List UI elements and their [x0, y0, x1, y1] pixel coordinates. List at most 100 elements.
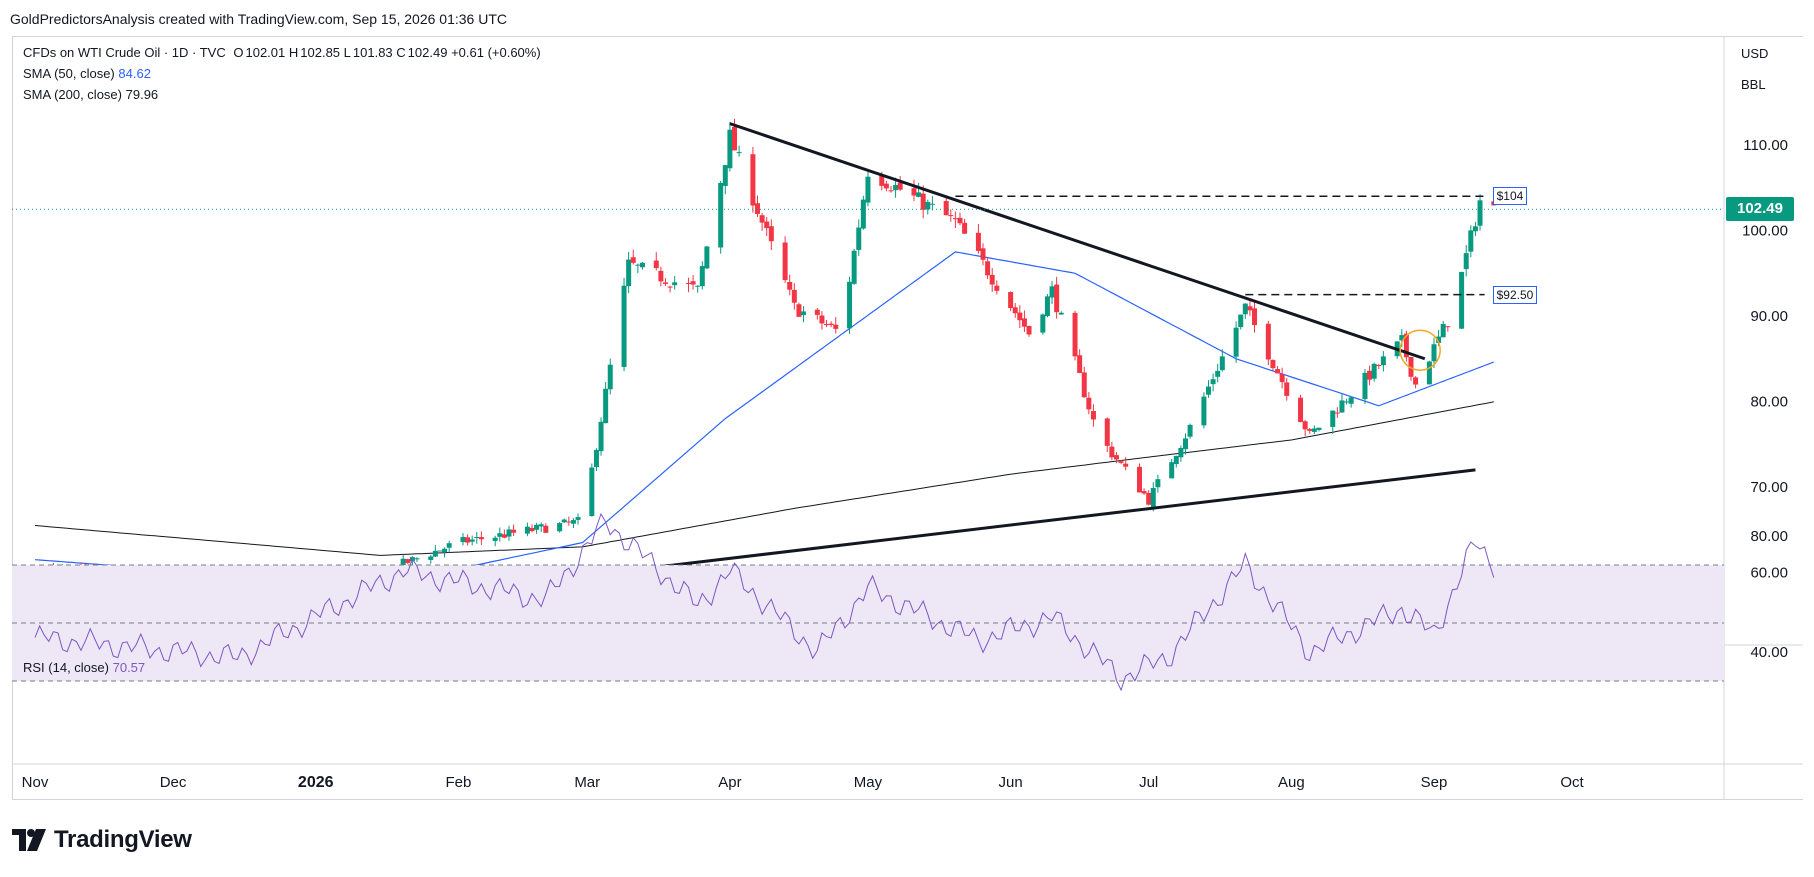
candle-body	[856, 227, 862, 250]
candle-body	[925, 201, 931, 210]
candle-body	[561, 519, 567, 523]
candle-body	[529, 527, 535, 532]
time-axis-label: 2026	[298, 774, 334, 791]
candle-body	[948, 215, 954, 217]
candle-body	[1380, 356, 1386, 366]
legend-low-label: L	[343, 45, 351, 60]
legend-sma50-label: SMA (50, close)	[23, 66, 115, 81]
candle-body	[1408, 356, 1414, 377]
price-axis-label: 80.00	[1750, 394, 1788, 411]
candle-body	[506, 529, 512, 537]
candle-body	[759, 215, 765, 223]
time-axis-label: Sep	[1421, 774, 1448, 791]
legend-close: 102.49	[407, 45, 448, 60]
candle-body	[801, 311, 807, 316]
candle-body	[1104, 418, 1110, 446]
candle-body	[824, 324, 830, 326]
candle-body	[1238, 314, 1244, 328]
candle-body	[1077, 355, 1083, 374]
legend-sma200[interactable]: SMA (200, close) 79.96	[23, 87, 158, 102]
candle-body	[985, 261, 991, 276]
candle-body	[405, 559, 411, 563]
candle-body	[1468, 230, 1474, 252]
candle-body	[667, 286, 673, 288]
price-axis-label: 110.00	[1743, 137, 1788, 154]
time-axis-label: Nov	[22, 774, 49, 791]
price-axis-label: 90.00	[1750, 308, 1788, 325]
candle-body	[722, 165, 728, 186]
candle-body	[1376, 365, 1382, 367]
time-axis-label: Jul	[1139, 774, 1158, 791]
candle-body	[814, 309, 820, 315]
candle-body	[755, 203, 761, 214]
legend-open-label: O	[233, 45, 244, 60]
candle-body	[1279, 373, 1285, 383]
legend-symbol: CFDs on WTI Crude Oil · 1D · TVC	[23, 45, 226, 60]
candle-body	[787, 281, 793, 290]
candle-body	[1081, 372, 1087, 398]
legend-ohlc: CFDs on WTI Crude Oil · 1D · TVC O 102.01…	[23, 45, 541, 60]
candle-body	[1123, 463, 1129, 467]
candle-body	[1431, 344, 1437, 362]
candle-body	[879, 175, 885, 186]
candle-body	[626, 259, 632, 287]
candle-body	[1146, 492, 1152, 505]
rsi-axis-label: 80.00	[1750, 528, 1788, 545]
candle-body	[1477, 200, 1483, 226]
legend-rsi[interactable]: RSI (14, close) 70.57	[23, 660, 145, 675]
time-axis-label: Dec	[160, 774, 187, 791]
level-label-104: $104	[1492, 187, 1528, 206]
candle-body	[621, 285, 627, 367]
chart-header: GoldPredictorsAnalysis created with Trad…	[10, 11, 507, 27]
candle-body	[727, 129, 733, 169]
candle-body	[957, 217, 963, 224]
candle-body	[442, 548, 448, 553]
legend-sma50[interactable]: SMA (50, close) 84.62	[23, 66, 151, 81]
candle-body	[929, 203, 935, 205]
candle-body	[1362, 372, 1368, 400]
legend-close-label: C	[396, 45, 406, 60]
candle-body	[920, 193, 926, 210]
legend-rsi-label: RSI (14, close)	[23, 660, 109, 675]
price-axis-label: 70.00	[1750, 479, 1788, 496]
legend-change: +0.61 (+0.60%)	[451, 45, 541, 60]
candle-body	[1178, 447, 1184, 458]
candle-body	[690, 281, 696, 285]
candle-body	[685, 282, 691, 284]
legend-rsi-value: 70.57	[112, 660, 146, 675]
candle-body	[1367, 370, 1373, 380]
candle-body	[538, 524, 544, 527]
candle-body	[764, 221, 770, 229]
candle-body	[1339, 400, 1345, 413]
candle-body	[1330, 410, 1336, 427]
tradingview-logo[interactable]: TradingView	[12, 826, 192, 854]
candle-body	[695, 285, 701, 287]
candle-body	[501, 534, 507, 538]
candle-body	[1182, 438, 1188, 450]
candle-body	[1284, 382, 1290, 396]
price-axis-label: 60.00	[1750, 565, 1788, 582]
candle-body	[1113, 455, 1119, 460]
candle-body	[1058, 312, 1064, 315]
candle-body	[1026, 326, 1032, 335]
candle-body	[653, 260, 659, 269]
time-axis-label: Apr	[718, 774, 741, 791]
sma200-line	[34, 401, 1494, 556]
candle-body	[1136, 466, 1142, 493]
candle-body	[750, 154, 756, 206]
candle-body	[1173, 455, 1179, 465]
candle-body	[893, 184, 899, 191]
currency-label[interactable]: USD	[1741, 46, 1769, 61]
candle-body	[1150, 487, 1156, 507]
legend-high: 102.85	[300, 45, 341, 60]
candle-body	[1090, 411, 1096, 420]
unit-label[interactable]: BBL	[1741, 77, 1766, 92]
candle-body	[791, 289, 797, 303]
candle-body	[1334, 412, 1340, 414]
last-price-tag: 102.49	[1726, 197, 1794, 222]
candle-body	[400, 558, 406, 569]
candle-body	[672, 282, 678, 286]
candle-body	[566, 521, 572, 523]
candle-body	[1169, 462, 1175, 479]
